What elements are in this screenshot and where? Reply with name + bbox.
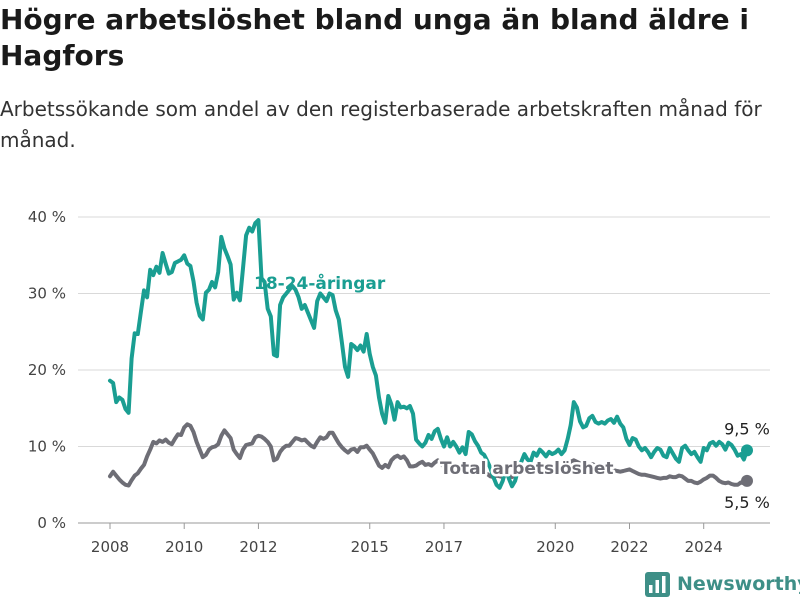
y-axis: 0 % 10 % 20 % 30 % 40 % — [28, 208, 66, 532]
brand-name: Newsworthy — [677, 573, 800, 595]
series-labels: 18-24-åringar Total arbetslöshet 9,5 % 5,5 … — [254, 272, 770, 512]
x-tick-label: 2024 — [685, 538, 723, 556]
y-tick-label: 20 % — [28, 361, 66, 379]
youth-end-label: 9,5 % — [724, 419, 770, 438]
youth-series-label: 18-24-åringar — [254, 272, 386, 294]
y-tick-label: 10 % — [28, 438, 66, 456]
x-tick-label: 2010 — [165, 538, 203, 556]
youth-end-point — [741, 444, 753, 457]
series-lines — [108, 218, 753, 490]
newsworthy-logo-icon — [645, 571, 670, 597]
x-axis: 2008 2010 2012 2015 2017 2020 2022 2024 — [78, 522, 770, 556]
x-tick-label: 2017 — [425, 538, 463, 556]
chart-subtitle: Arbetssökande som andel av den registerb… — [0, 97, 762, 152]
y-tick-label: 0 % — [37, 514, 66, 532]
total-end-point — [741, 474, 753, 487]
youth-line — [108, 218, 749, 490]
chart-title: Högre arbetslöshet bland unga än bland ä… — [0, 3, 749, 72]
y-tick-label: 30 % — [28, 285, 66, 303]
newsworthy-brand: Newsworthy — [645, 569, 800, 599]
x-tick-label: 2015 — [351, 538, 389, 556]
gridlines — [78, 216, 770, 447]
total-end-label: 5,5 % — [724, 493, 770, 512]
y-tick-label: 40 % — [28, 208, 66, 226]
x-tick-label: 2012 — [239, 538, 277, 556]
x-tick-label: 2020 — [536, 538, 574, 556]
total-series-label: Total arbetslöshet — [440, 459, 614, 479]
total-line — [108, 422, 749, 488]
x-tick-label: 2008 — [91, 538, 129, 556]
x-tick-label: 2022 — [610, 538, 648, 556]
